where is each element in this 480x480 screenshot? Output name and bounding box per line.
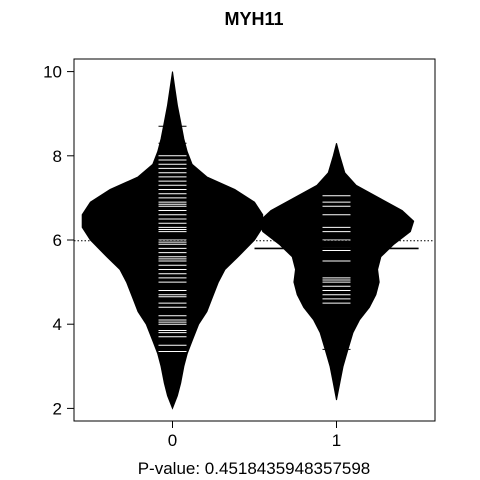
bean-shape-1 bbox=[258, 143, 415, 401]
bean-group-1 bbox=[254, 143, 419, 401]
y-tick-label-10: 10 bbox=[43, 63, 62, 82]
y-tick-label-4: 4 bbox=[53, 315, 62, 334]
x-axis-label: P-value: 0.4518435948357598 bbox=[138, 459, 371, 478]
x-tick-label-1: 1 bbox=[332, 431, 341, 450]
axes: 2 4 6 8 10 0 1 bbox=[43, 63, 341, 450]
plot-area bbox=[74, 71, 435, 410]
bean-group-0 bbox=[81, 71, 264, 410]
x-tick-label-0: 0 bbox=[168, 431, 177, 450]
chart-title: MYH11 bbox=[224, 9, 283, 29]
y-tick-label-8: 8 bbox=[53, 147, 62, 166]
y-tick-label-6: 6 bbox=[53, 231, 62, 250]
y-tick-label-2: 2 bbox=[53, 399, 62, 418]
